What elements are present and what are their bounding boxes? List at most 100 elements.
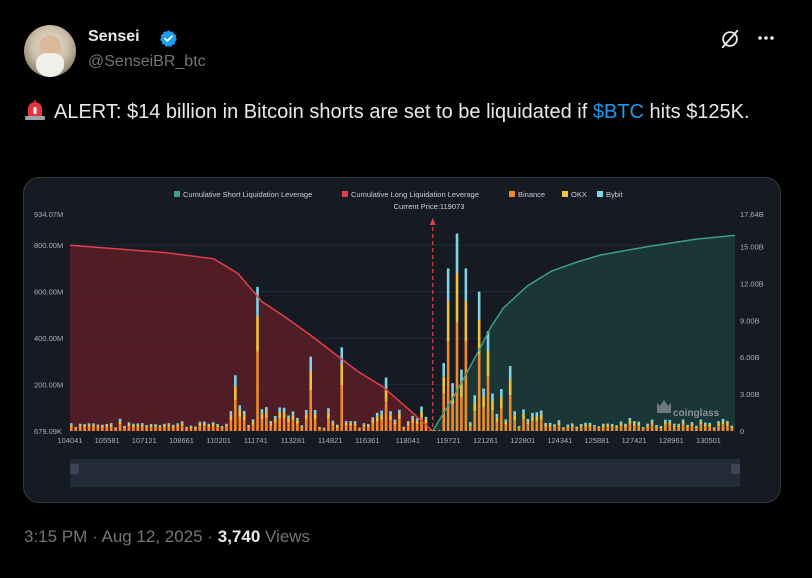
left-tick-0: 934.07M xyxy=(34,210,63,219)
liquidation-bar xyxy=(703,422,707,431)
liquidation-bar xyxy=(238,405,242,431)
liquidation-bar xyxy=(433,430,437,431)
left-tick-5: 679.09K xyxy=(34,427,62,436)
liquidation-bar xyxy=(646,423,649,431)
liquidation-bar xyxy=(70,423,73,431)
liquidation-bar xyxy=(535,412,539,431)
liquidation-bar xyxy=(491,393,494,431)
liquidation-bar xyxy=(344,420,348,431)
tweet-media-chart[interactable]: Cumulative Short Liquidation Leverage Cum… xyxy=(23,177,781,503)
x-tick-6: 113281 xyxy=(281,436,305,445)
liquidation-bar xyxy=(584,422,587,431)
liquidation-bar xyxy=(637,421,641,431)
liquidation-bar xyxy=(105,424,109,431)
range-slider-handle-right[interactable] xyxy=(731,464,740,474)
liquidation-bar xyxy=(708,422,711,431)
liquidation-bar xyxy=(291,411,295,431)
right-tick-0: 17.64B xyxy=(740,210,764,219)
left-tick-4: 200.00M xyxy=(34,381,63,390)
x-tick-1: 105581 xyxy=(95,436,120,445)
liquidation-bar xyxy=(513,411,516,431)
liquidation-bar xyxy=(602,423,605,431)
liquidation-bar xyxy=(145,425,148,431)
liquidation-bar xyxy=(717,421,720,431)
x-tick-4: 110201 xyxy=(206,436,230,445)
liquidation-bar xyxy=(256,286,259,431)
short-liquidation-line xyxy=(432,234,736,432)
tweet-text-prefix: ALERT: $14 billion in Bitcoin shorts are… xyxy=(54,101,593,123)
liquidation-bar xyxy=(163,423,166,431)
liquidation-bar xyxy=(251,419,255,431)
more-options-icon[interactable] xyxy=(756,30,776,46)
grok-icon[interactable] xyxy=(719,28,741,50)
liquidation-bar xyxy=(460,369,463,431)
liquidation-bars xyxy=(70,233,734,431)
liquidation-bar xyxy=(655,425,658,431)
liquidation-bar xyxy=(327,408,330,431)
liquidation-bar xyxy=(92,423,95,431)
liquidation-bar xyxy=(464,268,468,431)
range-slider-track[interactable] xyxy=(70,459,740,487)
liquidation-bar xyxy=(446,268,450,431)
right-tick-6: 0 xyxy=(740,427,744,436)
liquidation-bar xyxy=(296,417,299,431)
liquidation-bar xyxy=(211,422,215,431)
short-liquidation-area xyxy=(432,235,735,431)
liquidation-bar xyxy=(282,407,286,431)
liquidation-bar xyxy=(123,425,126,431)
liquidation-bar xyxy=(127,422,131,431)
liquidation-bar xyxy=(442,363,445,431)
x-tick-14: 125881 xyxy=(584,436,609,445)
left-tick-1: 800.00M xyxy=(34,241,63,250)
liquidation-bar xyxy=(109,423,113,431)
liquidation-chart: Cumulative Short Liquidation Leverage Cum… xyxy=(34,190,764,487)
liquidation-bar xyxy=(198,421,202,431)
liquidation-bar xyxy=(597,426,601,431)
liquidation-bar xyxy=(313,409,317,431)
tweet-timestamp[interactable]: 3:15 PM · Aug 12, 2025 · xyxy=(24,527,218,546)
right-tick-4: 6.00B xyxy=(740,353,760,362)
liquidation-bar xyxy=(699,419,703,431)
liquidation-bar xyxy=(406,421,410,431)
liquidation-bar xyxy=(712,427,716,431)
liquidation-bar xyxy=(260,409,264,431)
legend-swatch-4 xyxy=(597,191,603,197)
verified-badge-icon[interactable] xyxy=(159,29,178,48)
liquidation-bar xyxy=(78,423,82,431)
range-slider-handle-left[interactable] xyxy=(70,464,79,474)
liquidation-bar xyxy=(185,426,188,431)
avatar[interactable] xyxy=(24,25,76,77)
x-tick-7: 114821 xyxy=(318,436,342,445)
liquidation-bar xyxy=(668,419,672,431)
liquidation-bar xyxy=(367,424,370,431)
x-tick-9: 118041 xyxy=(396,436,420,445)
author-name[interactable]: Sensei xyxy=(88,28,140,45)
legend-label-4: Bybit xyxy=(606,190,624,199)
liquidation-bar xyxy=(389,411,392,431)
liquidation-bar xyxy=(628,418,632,431)
x-tick-0: 104041 xyxy=(57,436,82,445)
liquidation-bar xyxy=(633,420,636,431)
btc-cashtag-link[interactable]: $BTC xyxy=(592,101,644,123)
right-tick-5: 3.00B xyxy=(740,390,760,399)
liquidation-bar xyxy=(500,389,503,431)
left-tick-3: 400.00M xyxy=(34,334,63,343)
liquidation-bar xyxy=(677,423,680,431)
long-liquidation-line xyxy=(69,244,434,432)
liquidation-bar xyxy=(83,424,86,431)
x-tick-12: 122801 xyxy=(510,436,535,445)
liquidation-bar xyxy=(300,425,304,431)
liquidation-bar xyxy=(234,375,237,431)
liquidation-bar xyxy=(171,424,175,431)
liquidation-bar xyxy=(340,347,344,431)
liquidation-bar xyxy=(562,427,565,431)
liquidation-bar xyxy=(624,423,627,431)
liquidation-bar xyxy=(610,423,614,431)
x-tick-8: 116361 xyxy=(355,436,379,445)
liquidation-bar xyxy=(362,423,366,431)
author-handle[interactable]: @SenseiBR_btc xyxy=(88,53,206,70)
liquidation-bar xyxy=(309,356,312,431)
legend-label-0: Cumulative Short Liquidation Leverage xyxy=(183,190,312,199)
right-axis-ticks: 17.64B 15.00B 12.00B 9.00B 6.00B 3.00B 0 xyxy=(740,210,764,436)
liquidation-bar xyxy=(726,421,729,431)
